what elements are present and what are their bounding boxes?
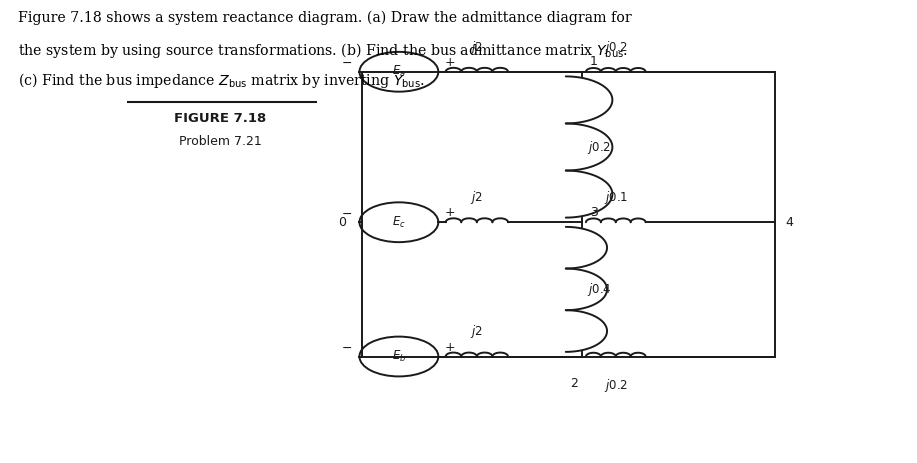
- Text: $+$: $+$: [444, 56, 455, 69]
- Text: Problem 7.21: Problem 7.21: [179, 135, 261, 148]
- Text: Figure 7.18 shows a system reactance diagram. (a) Draw the admittance diagram fo: Figure 7.18 shows a system reactance dia…: [18, 10, 632, 25]
- Text: $j0.4$: $j0.4$: [587, 281, 612, 298]
- Text: $E_{b}$: $E_{b}$: [392, 349, 406, 364]
- Text: $+$: $+$: [444, 341, 455, 354]
- Text: (c) Find the bus impedance $Z_{\mathrm{bus}}$ matrix by inverting $Y_{\mathrm{bu: (c) Find the bus impedance $Z_{\mathrm{b…: [18, 71, 425, 90]
- Text: $j0.1$: $j0.1$: [603, 189, 628, 206]
- Text: 1: 1: [590, 55, 598, 68]
- Text: $j0.2$: $j0.2$: [604, 377, 627, 394]
- Text: $j2$: $j2$: [470, 189, 483, 206]
- Text: $j2$: $j2$: [470, 323, 483, 340]
- Text: 3: 3: [590, 206, 598, 219]
- Text: $j0.2$: $j0.2$: [587, 138, 611, 156]
- Text: $E_{a}$: $E_{a}$: [392, 64, 406, 79]
- Text: $j0.2$: $j0.2$: [604, 38, 627, 56]
- Text: $-$: $-$: [341, 206, 352, 219]
- Text: $-$: $-$: [341, 56, 352, 69]
- Text: 0: 0: [337, 216, 346, 229]
- Text: the system by using source transformations. (b) Find the bus admittance matrix $: the system by using source transformatio…: [18, 41, 628, 60]
- Text: 2: 2: [569, 377, 578, 390]
- Text: 4: 4: [786, 216, 794, 229]
- Text: $j2$: $j2$: [470, 38, 483, 56]
- Text: $-$: $-$: [341, 341, 352, 354]
- Text: $+$: $+$: [444, 206, 455, 219]
- Text: $E_{c}$: $E_{c}$: [392, 215, 406, 230]
- Text: FIGURE 7.18: FIGURE 7.18: [174, 112, 266, 125]
